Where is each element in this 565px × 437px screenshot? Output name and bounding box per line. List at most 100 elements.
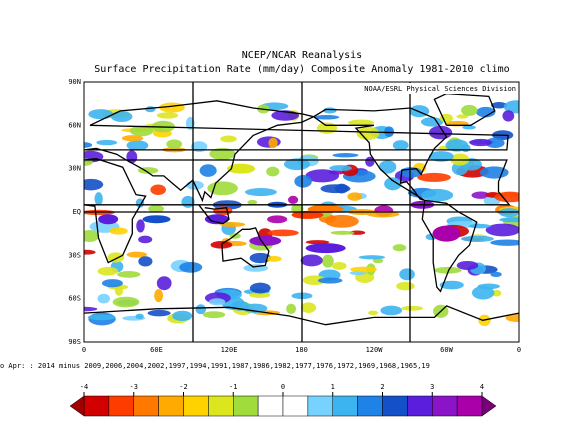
anomaly-blob: [347, 192, 363, 201]
coastline: [84, 157, 147, 264]
anomaly-blob: [84, 178, 104, 191]
lat-label: 90N: [68, 78, 81, 86]
coastline: [312, 107, 448, 202]
lon-label: 0: [82, 346, 86, 354]
colorbar-bin: [133, 395, 159, 417]
anomaly-blob: [302, 275, 327, 285]
anomaly-blob: [172, 310, 193, 322]
colorbar-under-arrow: [69, 395, 85, 417]
anomaly-blob: [491, 289, 502, 297]
anomaly-blob: [107, 252, 125, 263]
anomaly-blob: [300, 302, 317, 313]
anomaly-blob: [249, 252, 272, 264]
colorbar-tick-label: 2: [380, 383, 384, 391]
anomaly-blob: [439, 113, 453, 123]
lat-label: EQ: [73, 208, 81, 216]
anomaly-blob: [101, 279, 123, 288]
anomaly-blob: [485, 223, 519, 237]
colorbar-bin: [456, 395, 483, 417]
anomaly-blob: [195, 304, 207, 315]
anomaly-blob: [399, 268, 415, 281]
anomaly-blob: [129, 125, 154, 137]
anomaly-blob: [392, 244, 407, 252]
anomaly-blob: [138, 235, 153, 244]
anomaly-blob: [249, 235, 282, 246]
anomaly-blob: [148, 204, 164, 213]
anomaly-blob: [317, 277, 343, 284]
anomaly-blob: [330, 230, 355, 235]
anomaly-blob: [332, 153, 359, 158]
anomaly-blob: [208, 298, 226, 306]
anomaly-blob: [96, 139, 118, 146]
anomaly-blob: [401, 305, 424, 311]
lon-label: 120E: [221, 346, 238, 354]
anomaly-blob: [305, 243, 346, 254]
anomaly-blob: [348, 119, 375, 126]
colorbar-tick-label: 3: [430, 383, 434, 391]
anomaly-blob: [84, 306, 98, 312]
title: NCEP/NCAR Reanalysis: [242, 50, 362, 61]
anomaly-blob: [249, 282, 271, 294]
anomaly-blob: [209, 147, 236, 160]
anomaly-blob: [249, 292, 271, 298]
anomaly-blob: [87, 314, 116, 321]
anomaly-blob: [220, 135, 237, 143]
anomaly-blob: [84, 142, 93, 148]
coastline: [84, 100, 509, 203]
colorbar-bin: [282, 395, 309, 417]
anomaly-blob: [490, 239, 519, 246]
anomaly-blob: [199, 164, 217, 177]
anomaly-blob: [368, 310, 379, 316]
anomaly-blob: [445, 139, 469, 152]
colorbar-tick-label: 1: [331, 383, 335, 391]
caption: o Apr: : 2014 minus 2009,2006,2004,2002,…: [0, 362, 430, 370]
anomaly-blob: [112, 296, 140, 308]
anomaly-blob: [291, 210, 324, 219]
anomaly-blob: [384, 126, 395, 138]
anomaly-blob: [147, 309, 171, 317]
lon-label: 180: [295, 346, 308, 354]
anomaly-blob: [432, 225, 461, 242]
anomaly-blob: [138, 256, 153, 267]
anomaly-blob: [434, 266, 462, 274]
anomaly-blob: [462, 125, 476, 130]
anomaly-blob: [154, 289, 164, 303]
colorbar-over-arrow: [481, 395, 497, 417]
anomaly-blob: [307, 205, 344, 214]
anomaly-blob: [490, 101, 508, 109]
colorbar-bin: [332, 395, 358, 417]
colorbar-tick-label: 4: [480, 383, 484, 391]
anomaly-blob: [247, 199, 258, 205]
anomaly-blob: [421, 188, 454, 202]
anomaly-blob: [150, 184, 166, 195]
colorbar-bin: [83, 395, 110, 417]
anomaly-blob: [204, 214, 229, 225]
lon-labels: 0 60E 120E 180 120W 60W 0: [82, 346, 521, 354]
anomaly-blob: [142, 215, 171, 224]
lon-label: 60E: [150, 346, 163, 354]
anomaly-blob: [384, 177, 402, 191]
colorbar-bin: [233, 395, 259, 417]
colorbar-bin: [183, 395, 209, 417]
anomaly-blob: [84, 229, 100, 243]
anomaly-blob: [267, 229, 299, 237]
anomaly-blob: [179, 261, 203, 273]
anomaly-blob: [502, 110, 515, 122]
anomaly-blob: [88, 109, 114, 120]
anomaly-blob: [268, 137, 278, 149]
colorbar-tick-label: -1: [229, 383, 237, 391]
anomaly-blob: [135, 313, 144, 319]
anomaly-blob: [365, 156, 375, 167]
anomaly-blob: [288, 195, 299, 204]
anomaly-blob: [439, 280, 464, 290]
anomaly-blob: [356, 126, 380, 141]
colorbar-bin: [432, 395, 458, 417]
anomaly-blob: [321, 254, 334, 268]
anomaly-blob: [358, 255, 386, 260]
anomaly-blob: [294, 175, 312, 188]
anomaly-blob: [380, 305, 403, 316]
anomaly-blob: [316, 122, 338, 134]
anomaly-blob: [417, 172, 451, 182]
